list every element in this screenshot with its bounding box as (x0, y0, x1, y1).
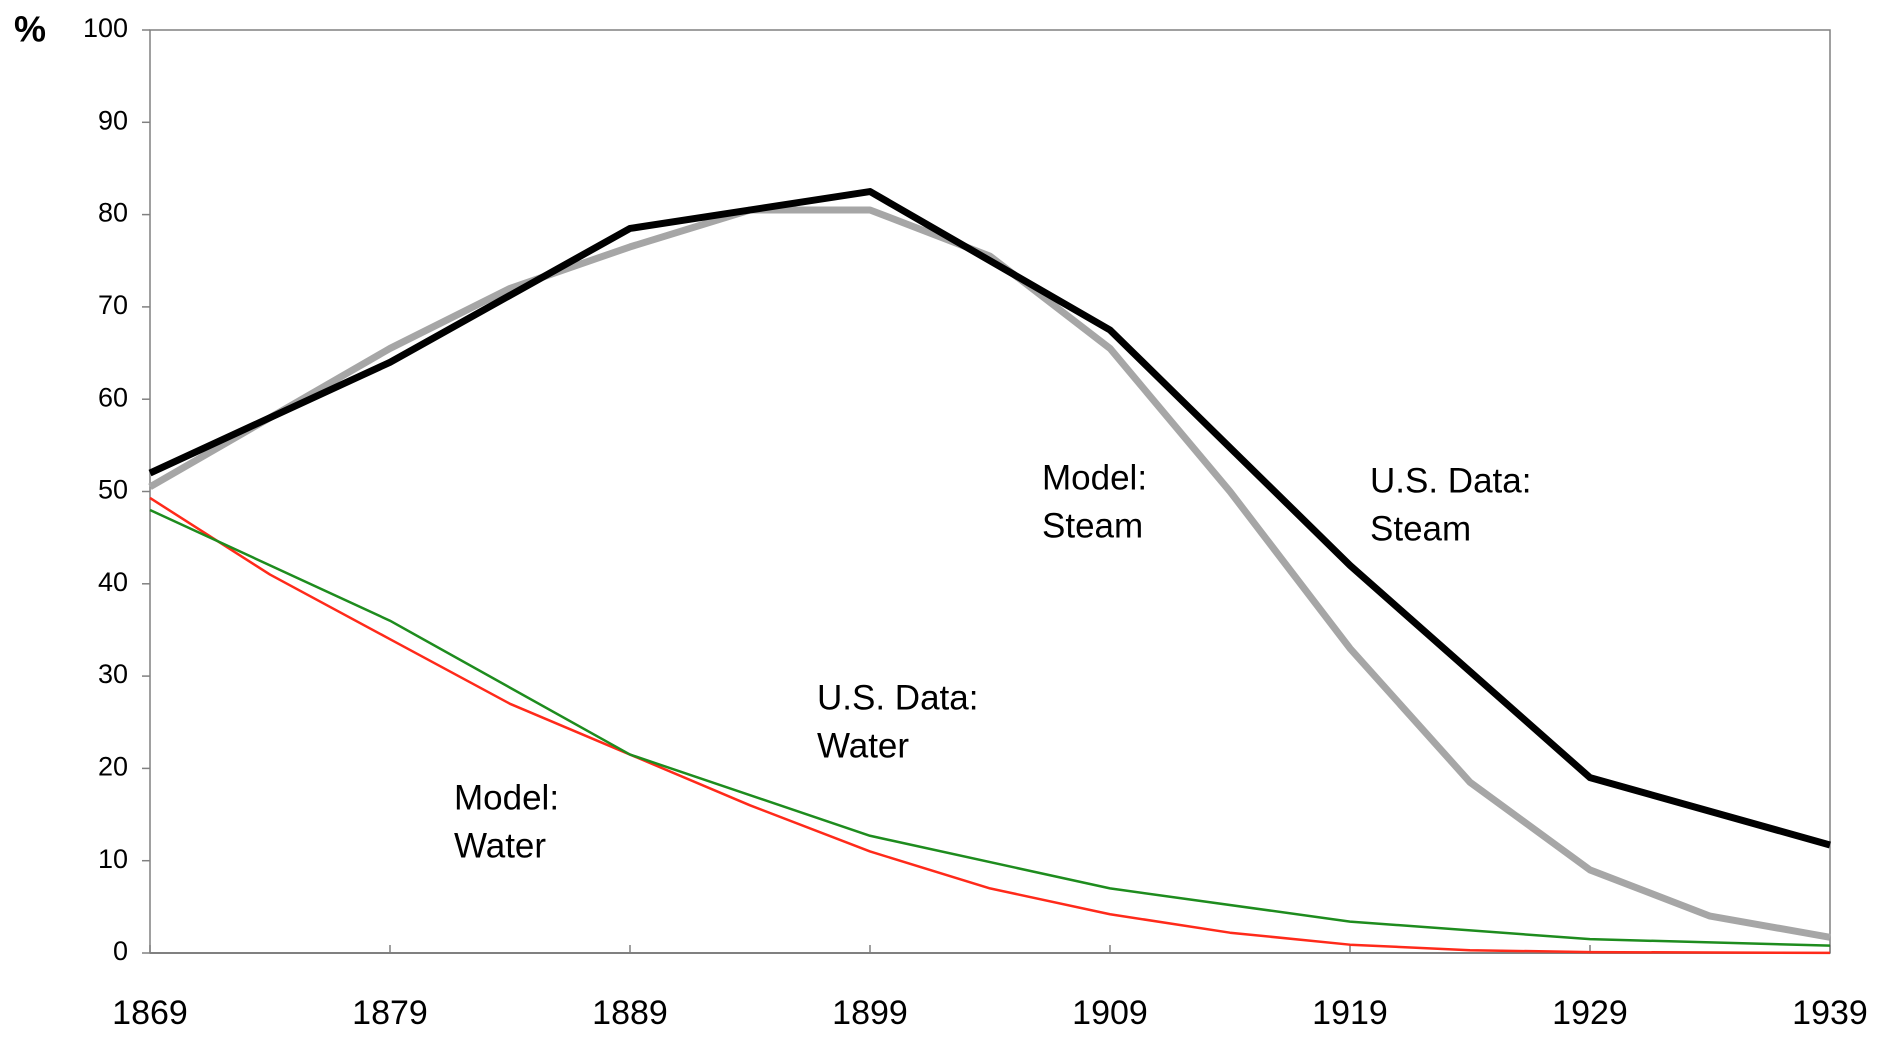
y-tick-label: 70 (98, 290, 128, 320)
x-tick-label: 1899 (832, 994, 908, 1032)
annotation: Model: (454, 778, 559, 817)
annotation: Steam (1370, 509, 1471, 548)
y-tick-label: 0 (113, 936, 128, 966)
x-tick-label: 1869 (112, 994, 188, 1032)
x-tick-label: 1919 (1312, 994, 1388, 1032)
annotation: Model: (1042, 458, 1147, 497)
x-tick-label: 1879 (352, 994, 428, 1032)
plot-frame (149, 29, 1831, 954)
y-tick-label: 40 (98, 567, 128, 597)
y-tick-label: 100 (83, 13, 128, 43)
y-tick-label: 50 (98, 475, 128, 505)
series-line (149, 508, 1831, 947)
series-line (148, 206, 1831, 941)
x-tick-label: 1939 (1792, 994, 1868, 1032)
annotation: U.S. Data: (817, 678, 978, 717)
series-line (149, 496, 1831, 955)
annotation: Water (817, 726, 909, 765)
annotation: Steam (1042, 506, 1143, 545)
y-tick-label: 90 (98, 105, 128, 135)
series-line (148, 188, 1831, 849)
y-tick-label: 80 (98, 198, 128, 228)
x-tick-label: 1889 (592, 994, 668, 1032)
y-tick-label: 20 (98, 752, 128, 782)
annotation: U.S. Data: (1370, 461, 1531, 500)
y-tick-label: 30 (98, 659, 128, 689)
annotation: Water (454, 826, 546, 865)
x-tick-label: 1929 (1552, 994, 1628, 1032)
y-unit-label: % (14, 9, 46, 50)
x-tick-label: 1909 (1072, 994, 1148, 1032)
y-tick-label: 60 (98, 382, 128, 412)
y-tick-label: 10 (98, 844, 128, 874)
